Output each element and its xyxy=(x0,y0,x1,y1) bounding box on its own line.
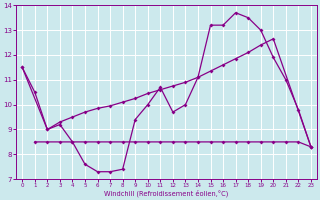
X-axis label: Windchill (Refroidissement éolien,°C): Windchill (Refroidissement éolien,°C) xyxy=(104,190,229,197)
